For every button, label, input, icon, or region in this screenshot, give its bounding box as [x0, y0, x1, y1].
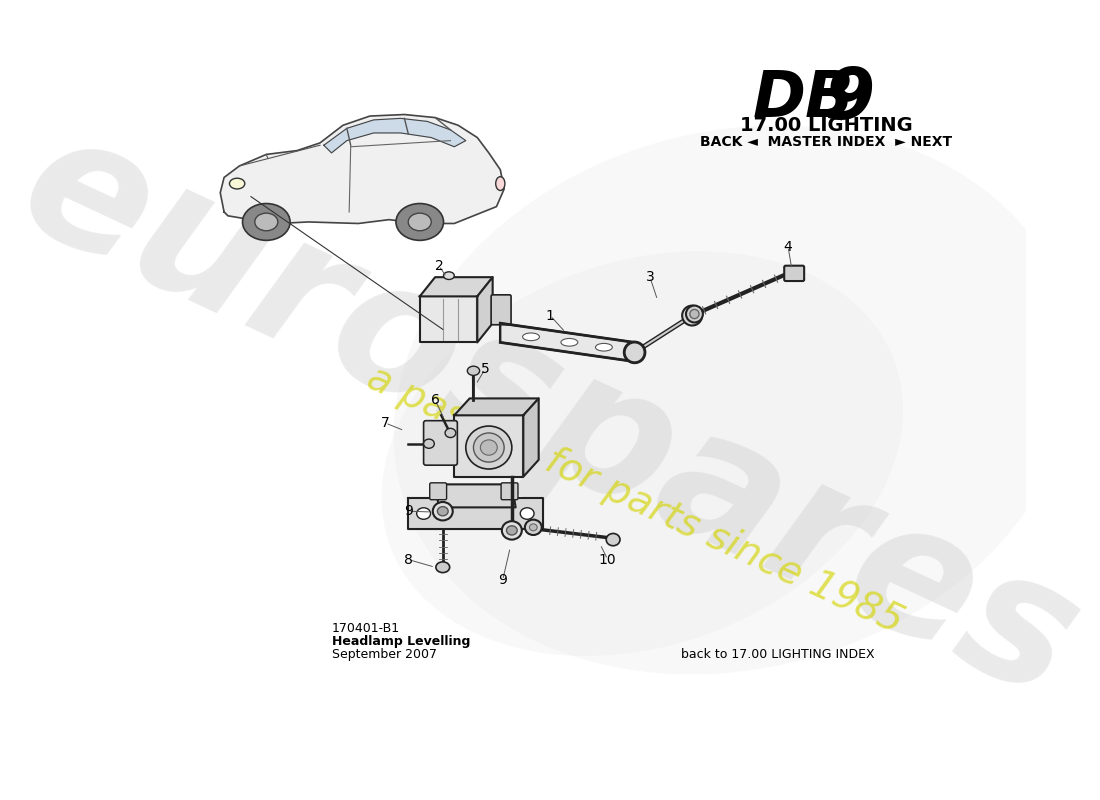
Ellipse shape [443, 272, 454, 279]
Ellipse shape [436, 562, 450, 573]
Polygon shape [323, 118, 465, 153]
Text: 170401-B1: 170401-B1 [331, 622, 399, 635]
Polygon shape [454, 415, 524, 477]
Ellipse shape [522, 333, 539, 341]
Ellipse shape [529, 524, 537, 530]
Text: September 2007: September 2007 [331, 648, 437, 662]
Text: back to 17.00 LIGHTING INDEX: back to 17.00 LIGHTING INDEX [681, 648, 874, 662]
Text: a passion for parts since 1985: a passion for parts since 1985 [361, 358, 909, 641]
Text: eurospares: eurospares [0, 94, 1100, 736]
Text: 6: 6 [431, 393, 440, 407]
Ellipse shape [446, 428, 455, 438]
Polygon shape [477, 277, 493, 342]
Text: Headlamp Levelling: Headlamp Levelling [331, 635, 470, 648]
Text: BACK ◄  MASTER INDEX  ► NEXT: BACK ◄ MASTER INDEX ► NEXT [701, 135, 953, 149]
Text: 7: 7 [381, 416, 389, 430]
Ellipse shape [682, 306, 702, 326]
FancyBboxPatch shape [784, 266, 804, 281]
Ellipse shape [432, 502, 453, 521]
Ellipse shape [424, 439, 434, 448]
Ellipse shape [606, 534, 620, 546]
Ellipse shape [629, 347, 640, 358]
FancyBboxPatch shape [430, 483, 447, 500]
Ellipse shape [690, 310, 698, 318]
Polygon shape [420, 277, 493, 296]
Polygon shape [524, 398, 539, 477]
Polygon shape [500, 323, 635, 362]
Text: 10: 10 [598, 553, 616, 566]
Text: 17.00 LIGHTING: 17.00 LIGHTING [740, 116, 913, 134]
Ellipse shape [230, 178, 245, 189]
Ellipse shape [525, 520, 541, 535]
Ellipse shape [496, 177, 505, 190]
FancyBboxPatch shape [491, 295, 512, 325]
Polygon shape [220, 114, 504, 223]
Ellipse shape [408, 213, 431, 230]
Ellipse shape [625, 342, 645, 362]
Ellipse shape [624, 342, 646, 363]
Polygon shape [436, 484, 516, 507]
FancyBboxPatch shape [502, 483, 518, 500]
Ellipse shape [396, 203, 443, 240]
Polygon shape [420, 296, 477, 342]
Ellipse shape [465, 426, 512, 469]
Text: 1: 1 [546, 309, 554, 322]
Ellipse shape [561, 338, 578, 346]
Ellipse shape [502, 521, 521, 540]
Polygon shape [408, 498, 542, 529]
Text: DB: DB [752, 68, 855, 130]
Text: 9: 9 [824, 65, 874, 134]
Ellipse shape [468, 366, 480, 375]
Text: 8: 8 [404, 553, 412, 566]
Ellipse shape [595, 343, 613, 351]
Ellipse shape [520, 508, 535, 519]
Ellipse shape [255, 213, 278, 230]
Polygon shape [454, 398, 539, 415]
Ellipse shape [473, 433, 504, 462]
Ellipse shape [242, 203, 290, 240]
Text: 3: 3 [646, 270, 654, 284]
Ellipse shape [382, 251, 903, 656]
Ellipse shape [481, 440, 497, 455]
Text: 9: 9 [404, 504, 412, 518]
Ellipse shape [417, 508, 430, 519]
Text: 9: 9 [498, 574, 507, 587]
Text: 4: 4 [783, 239, 792, 254]
Ellipse shape [686, 306, 703, 322]
Ellipse shape [688, 311, 696, 320]
Text: 5: 5 [481, 362, 490, 376]
Text: 2: 2 [434, 258, 443, 273]
Ellipse shape [394, 126, 1075, 674]
Ellipse shape [438, 506, 448, 516]
FancyBboxPatch shape [424, 421, 458, 465]
Ellipse shape [506, 526, 517, 535]
